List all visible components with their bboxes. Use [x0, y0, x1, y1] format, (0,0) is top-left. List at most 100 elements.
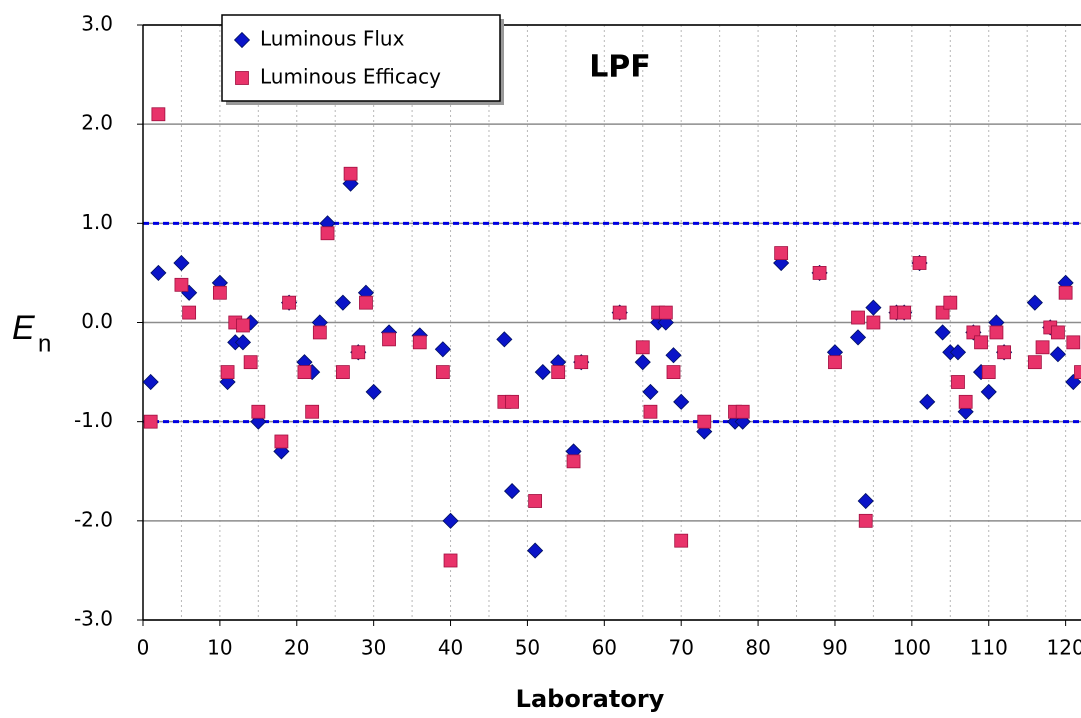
square-marker: [812, 266, 827, 280]
square-marker: [635, 340, 650, 355]
square-marker: [897, 305, 912, 320]
square-marker: [612, 305, 627, 320]
y-axis-label-subscript: n: [38, 330, 51, 357]
square-marker: [274, 434, 289, 449]
square-marker: [858, 513, 873, 528]
square-marker: [974, 335, 988, 350]
x-tick-label: 70: [668, 636, 693, 660]
square-marker: [505, 394, 519, 409]
square-marker: [566, 454, 581, 469]
x-tick-label: 10: [207, 636, 232, 660]
y-axis-label: E: [12, 309, 35, 347]
plot-background: -3.0 -2.0 -1.0 0.0 1.0 2.0 3.0 0 10 20 30 40 50 60 70 8…: [74, 12, 1081, 660]
x-axis-label: Laboratory: [516, 685, 665, 713]
diamond-marker: [673, 393, 690, 410]
square-marker: [151, 107, 166, 122]
diamond-marker: [934, 324, 951, 341]
diamond-marker: [1049, 346, 1066, 363]
diamond-marker: [173, 254, 190, 272]
diamond-marker: [919, 393, 936, 410]
legend-label: Luminous Efficacy: [260, 65, 441, 89]
diamond-marker: [634, 354, 651, 371]
diamond-marker: [496, 331, 513, 348]
square-marker: [643, 404, 658, 419]
diamond-marker: [534, 364, 551, 381]
square-marker: [912, 256, 927, 270]
diamond-marker: [642, 383, 659, 400]
square-marker: [1058, 285, 1073, 300]
square-marker: [666, 365, 681, 379]
square-marker: [1066, 335, 1081, 350]
square-marker: [305, 404, 320, 419]
square-marker: [297, 365, 312, 379]
diamond-marker: [527, 542, 544, 559]
square-marker: [320, 226, 335, 241]
square-marker: [828, 355, 842, 370]
square-marker: [412, 335, 427, 350]
x-tick-label: 80: [745, 636, 770, 660]
diamond-marker: [503, 483, 521, 500]
square-marker: [951, 375, 965, 389]
square-marker: [243, 355, 258, 370]
diamond-marker: [949, 344, 967, 361]
diamond-marker: [849, 329, 867, 346]
square-marker: [182, 305, 197, 320]
x-tick-label: 90: [822, 636, 847, 660]
square-marker: [443, 553, 458, 568]
y-tick-label: 1.0: [81, 210, 113, 234]
square-marker: [866, 315, 881, 330]
diamond-marker: [1026, 294, 1043, 311]
square-marker: [735, 404, 750, 419]
diamond-marker: [665, 347, 682, 364]
legend-box: [221, 14, 501, 102]
square-marker: [143, 414, 158, 429]
y-tick-label: -2.0: [74, 507, 113, 531]
square-marker: [382, 332, 396, 347]
square-marker: [359, 295, 373, 310]
y-tick-label: -1.0: [74, 408, 113, 432]
square-marker: [997, 345, 1012, 360]
square-marker: [981, 365, 996, 379]
y-tick-label: 2.0: [81, 111, 113, 135]
square-marker: [674, 533, 689, 548]
y-tick-label: 3.0: [81, 12, 113, 36]
diamond-marker: [150, 264, 167, 281]
square-marker: [312, 325, 327, 340]
x-tick-label: 60: [592, 636, 617, 660]
square-marker: [212, 285, 227, 300]
square-marker: [989, 325, 1004, 340]
square-marker: [236, 318, 250, 333]
diamond-marker: [365, 383, 382, 400]
square-marker: [1035, 340, 1050, 355]
square-marker: [943, 295, 958, 310]
legend-label: Luminous Flux: [260, 27, 405, 51]
square-marker: [351, 345, 366, 360]
diamond-marker: [980, 383, 997, 400]
legend: Luminous Flux Luminous Efficacy: [221, 14, 504, 105]
chart-title: LPF: [589, 50, 651, 85]
square-marker: [1074, 365, 1081, 379]
diamond-marker: [865, 299, 882, 316]
square-marker: [251, 404, 266, 419]
square-marker: [774, 246, 789, 260]
square-marker: [697, 414, 712, 429]
diamond-marker: [857, 492, 874, 510]
diamond-marker: [696, 423, 713, 440]
diamond-marker: [233, 31, 251, 49]
square-marker: [435, 365, 450, 379]
plot-area: [142, 107, 1081, 568]
x-tick-label: 100: [893, 636, 931, 660]
square-marker: [528, 494, 543, 508]
y-tick-label: 0.0: [81, 309, 113, 333]
square-marker: [551, 365, 566, 379]
square-marker: [1051, 325, 1065, 340]
diamond-marker: [434, 341, 451, 358]
diamond-marker: [334, 294, 351, 311]
square-marker: [658, 305, 673, 320]
square-marker: [851, 310, 865, 325]
square-marker: [1027, 355, 1042, 370]
diamond-marker: [234, 334, 252, 351]
x-tick-label: 50: [515, 636, 540, 660]
square-marker: [235, 71, 249, 85]
